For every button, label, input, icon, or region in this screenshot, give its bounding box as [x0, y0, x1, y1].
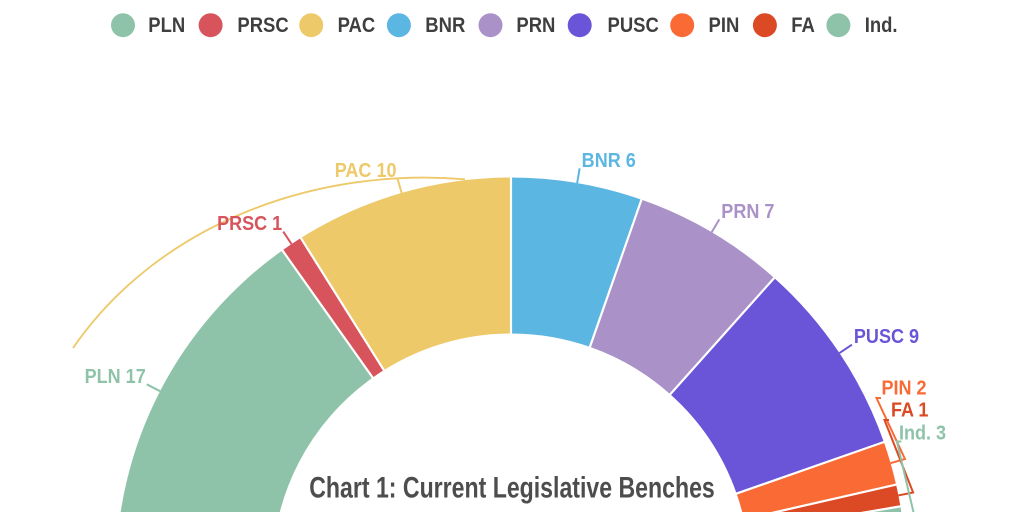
svg-text:Ind. 3: Ind. 3 [899, 423, 946, 445]
svg-text:PLN 17: PLN 17 [85, 366, 146, 388]
svg-text:PRSC: PRSC [237, 14, 288, 37]
svg-text:PRN: PRN [516, 14, 555, 37]
svg-text:FA: FA [791, 14, 815, 37]
svg-text:PIN 2: PIN 2 [882, 378, 927, 400]
svg-text:PRSC 1: PRSC 1 [217, 213, 282, 235]
svg-text:PAC 10: PAC 10 [335, 160, 397, 182]
svg-text:PLN: PLN [148, 14, 185, 37]
svg-text:PIN: PIN [709, 14, 740, 37]
svg-text:PAC: PAC [338, 14, 376, 37]
svg-text:Ind.: Ind. [865, 14, 898, 37]
svg-text:BNR 6: BNR 6 [582, 150, 636, 172]
svg-text:BNR: BNR [425, 14, 465, 37]
svg-text:PRN 7: PRN 7 [721, 201, 774, 223]
svg-text:PUSC: PUSC [608, 14, 659, 37]
svg-text:FA 1: FA 1 [891, 400, 929, 422]
svg-text:Chart 1: Current Legislative B: Chart 1: Current Legislative Benches [309, 471, 715, 505]
svg-text:PUSC 9: PUSC 9 [854, 326, 919, 348]
